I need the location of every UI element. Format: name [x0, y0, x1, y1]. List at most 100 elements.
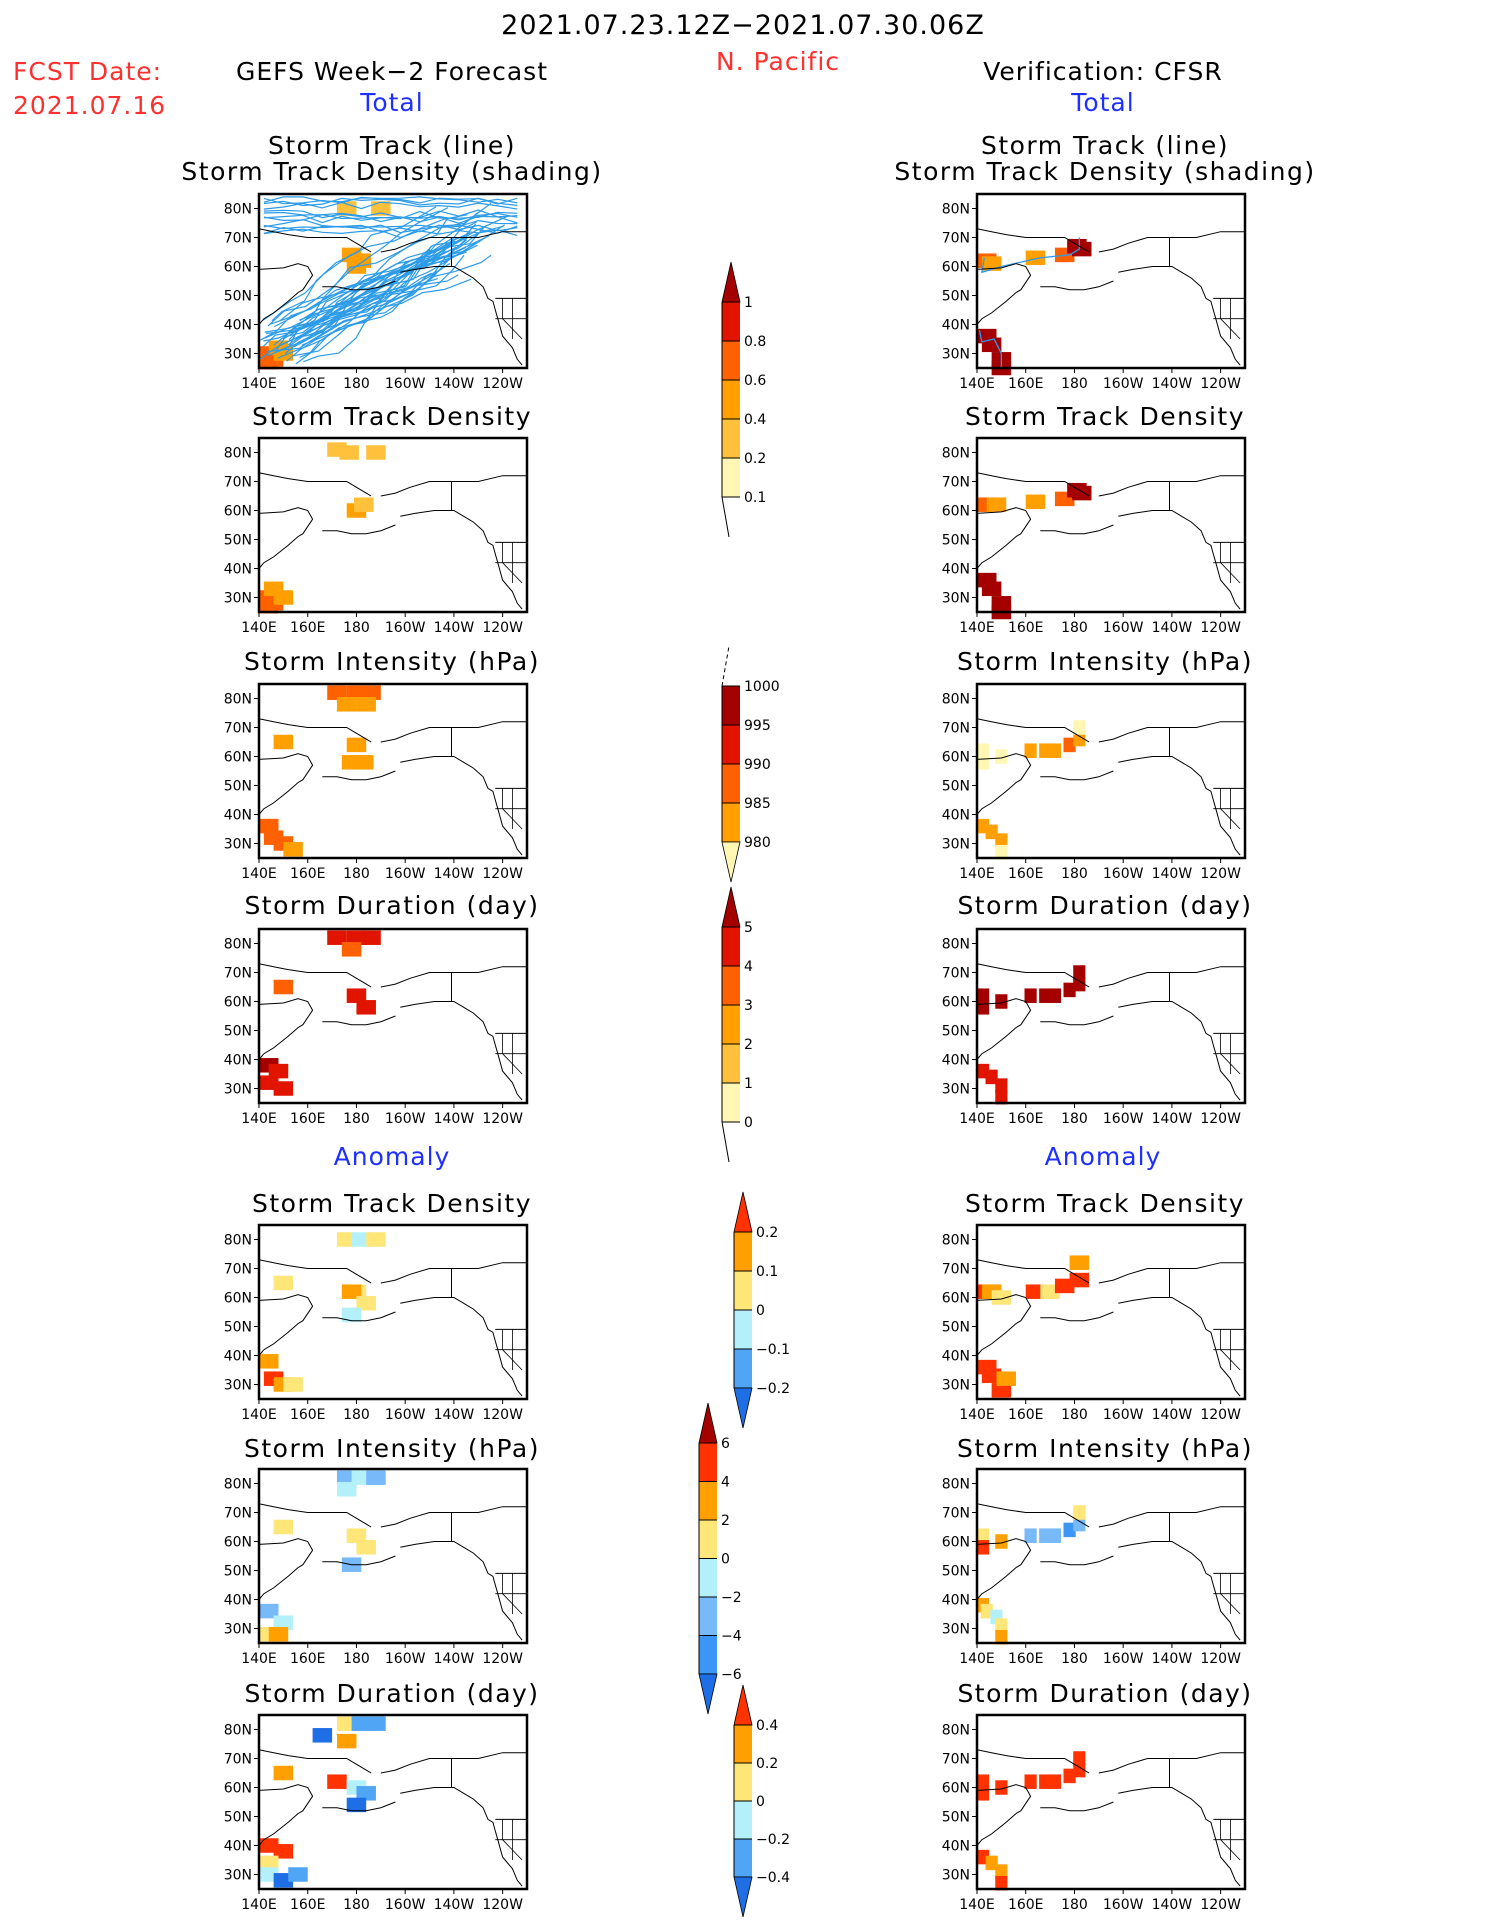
- lat-tick-label: 80N: [224, 1723, 252, 1739]
- lat-tick-label: 70N: [942, 475, 970, 491]
- lat-tick-label: 40N: [942, 1053, 970, 1069]
- lat-tick-label: 70N: [224, 1752, 252, 1768]
- coastline: [1099, 232, 1245, 252]
- lon-tick-label: 160E: [1008, 1407, 1044, 1423]
- lon-tick-label: 180: [343, 1897, 370, 1913]
- lat-tick-label: 50N: [942, 1320, 970, 1336]
- lon-tick-label: 140E: [241, 1897, 277, 1913]
- colorbar-label: 5: [744, 920, 753, 936]
- lon-tick-label: 120W: [1200, 376, 1241, 392]
- colorbar-segment: [699, 1443, 717, 1482]
- data-cell: [274, 1766, 293, 1781]
- data-cell: [274, 1520, 293, 1535]
- coastline: [381, 1507, 527, 1527]
- data-cell: [1073, 1751, 1085, 1766]
- coastline: [400, 1298, 522, 1397]
- lon-tick-label: 140E: [959, 1897, 995, 1913]
- lat-tick-label: 80N: [942, 1723, 970, 1739]
- coastline: [381, 967, 527, 987]
- data-cell: [327, 1774, 346, 1789]
- colorbar-label: −4: [721, 1629, 742, 1645]
- colorbar-segment: [722, 1005, 740, 1044]
- lon-tick-label: 160E: [290, 1897, 326, 1913]
- colorbar-label: 4: [721, 1475, 730, 1491]
- lon-tick-label: 140E: [241, 1651, 277, 1667]
- coastline: [1118, 1002, 1240, 1101]
- data-cell: [1025, 1528, 1037, 1543]
- colorbar-segment: [734, 1839, 752, 1877]
- lon-tick-label: 160E: [290, 1111, 326, 1127]
- lon-tick-label: 180: [1061, 1651, 1088, 1667]
- lat-tick-label: 60N: [224, 1781, 252, 1797]
- colorbar-segment: [699, 1559, 717, 1598]
- lat-tick-label: 40N: [224, 562, 252, 578]
- lon-tick-label: 160W: [1103, 866, 1144, 882]
- colorbar-label: 0: [756, 1303, 765, 1319]
- lon-tick-label: 120W: [482, 1897, 523, 1913]
- colorbar-label: 985: [744, 796, 771, 812]
- lat-tick-label: 80N: [942, 692, 970, 708]
- map-frame: [977, 1469, 1245, 1643]
- lon-tick-label: 160E: [290, 1651, 326, 1667]
- lat-tick-label: 60N: [942, 995, 970, 1011]
- lon-tick-label: 160E: [1008, 1111, 1044, 1127]
- lon-tick-label: 120W: [1200, 620, 1241, 636]
- lon-tick-label: 160E: [1008, 1897, 1044, 1913]
- coastline: [1040, 1312, 1113, 1321]
- lon-tick-label: 160W: [385, 1897, 426, 1913]
- lat-tick-label: 60N: [224, 504, 252, 520]
- lat-tick-label: 30N: [224, 1868, 252, 1884]
- coastline: [400, 511, 522, 610]
- data-cell: [982, 582, 1001, 597]
- coastline: [259, 473, 371, 496]
- lat-tick-label: 60N: [224, 1291, 252, 1307]
- lat-tick-label: 70N: [224, 231, 252, 247]
- lat-tick-label: 80N: [224, 446, 252, 462]
- colorbar-segment: [699, 1520, 717, 1559]
- coastline: [1118, 757, 1240, 856]
- data-cell: [361, 930, 380, 945]
- map-frame: [259, 1469, 527, 1643]
- lat-tick-label: 30N: [224, 591, 252, 607]
- lat-tick-label: 50N: [942, 1564, 970, 1580]
- lat-tick-label: 30N: [942, 1622, 970, 1638]
- lat-tick-label: 50N: [224, 1810, 252, 1826]
- data-cell: [366, 1470, 385, 1485]
- lat-tick-label: 60N: [942, 504, 970, 520]
- lat-tick-label: 70N: [942, 231, 970, 247]
- lat-tick-label: 60N: [942, 1535, 970, 1551]
- coastline: [1040, 525, 1113, 534]
- data-cell: [977, 1000, 989, 1015]
- lat-tick-label: 50N: [224, 779, 252, 795]
- lat-tick-label: 60N: [224, 750, 252, 766]
- data-cell: [1049, 743, 1061, 758]
- colorbar-label: 1: [744, 1076, 753, 1092]
- map-frame: [977, 1715, 1245, 1889]
- coastline: [400, 1788, 522, 1887]
- lon-tick-label: 140E: [959, 1407, 995, 1423]
- colorbar-segment: [734, 1725, 752, 1763]
- lat-tick-label: 50N: [224, 1320, 252, 1336]
- coastline: [259, 1295, 313, 1356]
- data-cell: [977, 1786, 989, 1801]
- data-cell: [337, 1482, 356, 1497]
- lon-tick-label: 180: [1061, 1111, 1088, 1127]
- lat-tick-label: 60N: [224, 260, 252, 276]
- data-cell: [1026, 495, 1045, 510]
- lon-tick-label: 140W: [434, 620, 475, 636]
- lon-tick-label: 160W: [1103, 1111, 1144, 1127]
- lon-tick-label: 160W: [385, 866, 426, 882]
- lat-tick-label: 70N: [942, 1752, 970, 1768]
- lon-tick-label: 180: [1061, 866, 1088, 882]
- lon-tick-label: 160W: [385, 1111, 426, 1127]
- data-cell: [1049, 988, 1061, 1003]
- lat-tick-label: 60N: [224, 995, 252, 1011]
- colorbar-arrow-top: [722, 262, 740, 302]
- colorbar-arrow-top: [734, 1685, 752, 1725]
- map-frame: [259, 438, 527, 612]
- colorbar-label: −0.2: [756, 1381, 790, 1397]
- colorbar-label: 0.4: [744, 412, 766, 428]
- lon-tick-label: 160E: [290, 866, 326, 882]
- storm-track-line: [285, 255, 464, 353]
- coastline: [400, 1002, 522, 1101]
